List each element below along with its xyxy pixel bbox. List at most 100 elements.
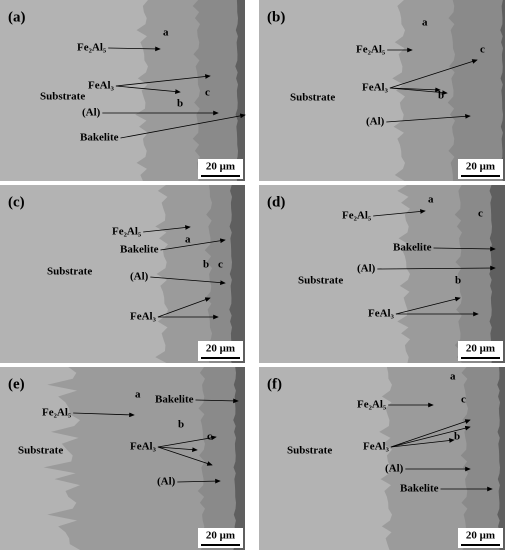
- annotation-label: Bakelite: [155, 394, 194, 406]
- annotation-label: c: [478, 208, 483, 220]
- annotation-label: c: [207, 431, 212, 443]
- annotation-arrow: [390, 438, 455, 448]
- annotation-arrow: [120, 113, 246, 139]
- annotation-label: c: [480, 44, 485, 56]
- annotation-arrow: [160, 238, 226, 251]
- annotation-label: Fe₂Al₅: [357, 399, 387, 411]
- annotation-label: Bakelite: [80, 132, 119, 144]
- annotation-label: Bakelite: [120, 244, 159, 256]
- annotation-arrow: [177, 478, 221, 484]
- annotation-arrow: [390, 425, 471, 448]
- layer-region: [197, 367, 245, 550]
- panel: (a) a Fe₂Al₅ FeAl₃ c b Substrate (Al) Bakelite 20…: [0, 0, 246, 181]
- panel-label: (a): [8, 9, 26, 25]
- layer-region: [460, 367, 505, 550]
- layer-region: [489, 185, 505, 363]
- annotation-label: a: [163, 27, 169, 39]
- annotation-label: Fe₂Al₅: [342, 210, 372, 222]
- annotation-label: FeAl₃: [130, 441, 157, 453]
- layer-region: [447, 0, 505, 181]
- annotation-arrow: [115, 85, 181, 94]
- layer-region: [235, 0, 245, 181]
- scale-bar-label: 20 μm: [466, 161, 495, 173]
- annotation-arrow: [389, 87, 441, 93]
- layer-region: [497, 367, 505, 550]
- annotation-label: (Al): [357, 263, 376, 275]
- panel-label: (e): [8, 376, 25, 392]
- annotation-label: Bakelite: [393, 242, 432, 254]
- annotation-label: b: [455, 275, 461, 287]
- scale-bar-label: 20 μm: [206, 530, 235, 542]
- panel: (e) a Bakelite Fe₂Al₅ b c FeAl₃ Substrate (Al) 20…: [0, 367, 245, 550]
- annotation-arrow: [395, 296, 461, 315]
- annotation-label: Substrate: [287, 445, 332, 457]
- annotation-label: a: [185, 234, 191, 246]
- scale-bar-label: 20 μm: [466, 343, 495, 355]
- panel-label: (f): [267, 376, 282, 392]
- layer-region: [229, 185, 245, 363]
- annotation-label: Fe₂Al₅: [77, 42, 107, 54]
- annotation-label: (Al): [385, 463, 404, 475]
- annotation-label: a: [450, 371, 456, 383]
- annotation-label: FeAl₃: [368, 308, 395, 320]
- annotation-arrow: [390, 419, 471, 448]
- annotation-label: Fe₂Al₅: [112, 226, 142, 238]
- annotation-arrow: [377, 265, 496, 271]
- annotation-label: Fe₂Al₅: [42, 407, 72, 419]
- annotation-label: b: [177, 98, 183, 110]
- scale-bar-box: [198, 528, 243, 548]
- scale-bar-box: [458, 341, 503, 361]
- annotation-label: a: [422, 17, 428, 29]
- scale-bar-label: 20 μm: [206, 161, 235, 173]
- annotation-arrow: [143, 225, 191, 233]
- annotation-label: c: [461, 394, 466, 406]
- annotation-label: Bakelite: [400, 483, 439, 495]
- annotation-label: (Al): [82, 107, 101, 119]
- panel-label: (b): [267, 9, 285, 25]
- panel: (f) ac Fe₂Al₅ FeAl₃ b Substrate (Al) Bakelite 20…: [259, 367, 505, 550]
- annotation-label: FeAl₃: [363, 441, 390, 453]
- annotation-arrow: [157, 435, 217, 448]
- annotation-label: (Al): [366, 116, 385, 128]
- scale-bar-box: [198, 159, 243, 179]
- annotation-arrow: [108, 46, 161, 52]
- layer-region: [192, 0, 245, 181]
- annotation-label: Substrate: [18, 445, 63, 457]
- annotation-arrow: [157, 446, 213, 466]
- annotation-label: Substrate: [47, 266, 92, 278]
- annotation-label: c: [218, 259, 223, 271]
- panel-label: (c): [8, 194, 25, 210]
- scale-bar-label: 20 μm: [466, 530, 495, 542]
- annotation-label: Substrate: [290, 92, 335, 104]
- panel-label: (d): [267, 194, 285, 210]
- annotation-arrow: [389, 59, 478, 89]
- annotation-label: Substrate: [298, 275, 343, 287]
- annotation-arrow: [373, 209, 426, 217]
- annotation-arrow: [150, 276, 226, 286]
- panel: (c) Fe₂Al₅ Bakelite a b c Substrate (Al) FeAl₃ 20…: [0, 185, 245, 363]
- annotation-label: FeAl₃: [130, 311, 157, 323]
- layer-region: [43, 367, 245, 550]
- annotation-label: Fe₂Al₅: [356, 44, 386, 56]
- annotation-arrow: [157, 446, 198, 453]
- annotation-label: a: [428, 194, 434, 206]
- annotation-label: c: [205, 87, 210, 99]
- scale-bar-label: 20 μm: [206, 343, 235, 355]
- annotation-arrow: [195, 398, 239, 404]
- annotation-label: (Al): [130, 271, 149, 283]
- annotation-arrow: [386, 113, 471, 123]
- annotation-label: FeAl₃: [362, 82, 389, 94]
- annotation-label: b: [454, 431, 460, 443]
- panel: (b) a Fe₂Al₅ c FeAl₃ b Substrate (Al) 20 μm: [259, 0, 505, 181]
- panel: (d) a Fe₂Al₅ c Bakelite (Al) b Substrate FeAl₃ 20…: [259, 185, 505, 363]
- layer-region: [233, 367, 245, 550]
- annotation-label: Substrate: [40, 91, 85, 103]
- layer-region: [500, 0, 505, 181]
- scale-bar-box: [458, 159, 503, 179]
- annotation-label: b: [203, 259, 209, 271]
- annotation-label: (Al): [157, 476, 176, 488]
- scale-bar-box: [198, 341, 243, 361]
- scale-bar-box: [458, 528, 503, 548]
- annotation-label: b: [438, 90, 444, 102]
